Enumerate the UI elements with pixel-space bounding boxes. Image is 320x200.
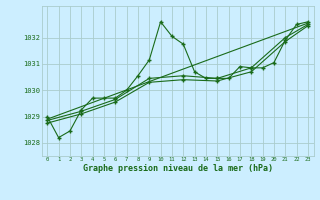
X-axis label: Graphe pression niveau de la mer (hPa): Graphe pression niveau de la mer (hPa)	[83, 164, 273, 173]
